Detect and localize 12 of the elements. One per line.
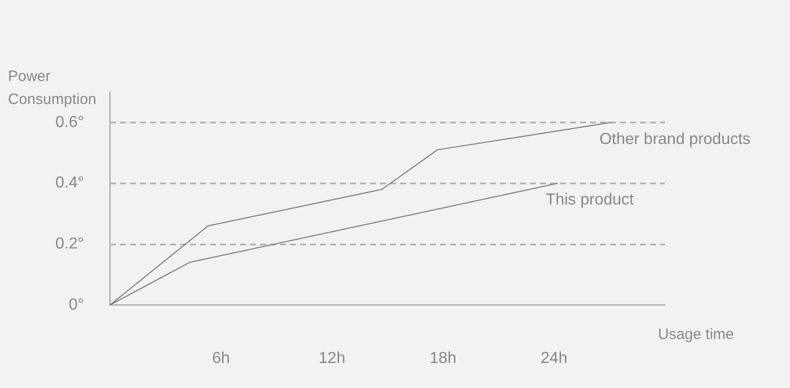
x-axis-title: Usage time	[658, 326, 734, 344]
x-tick-label: 18h	[430, 350, 456, 368]
x-tick-label: 24h	[540, 350, 568, 368]
y-tick-label: 0°	[68, 296, 84, 314]
series-label: This product	[546, 192, 634, 209]
series-label: Other brand products	[599, 130, 751, 148]
y-tick-label: 0.4°	[55, 174, 84, 192]
y-tick-label: 0.2°	[55, 236, 84, 253]
y-tick-label: 0.6°	[55, 114, 84, 131]
x-tick-label: 6h	[212, 350, 230, 368]
x-tick-label: 12h	[318, 350, 346, 368]
y-axis-title: Power Consumption	[8, 68, 96, 108]
